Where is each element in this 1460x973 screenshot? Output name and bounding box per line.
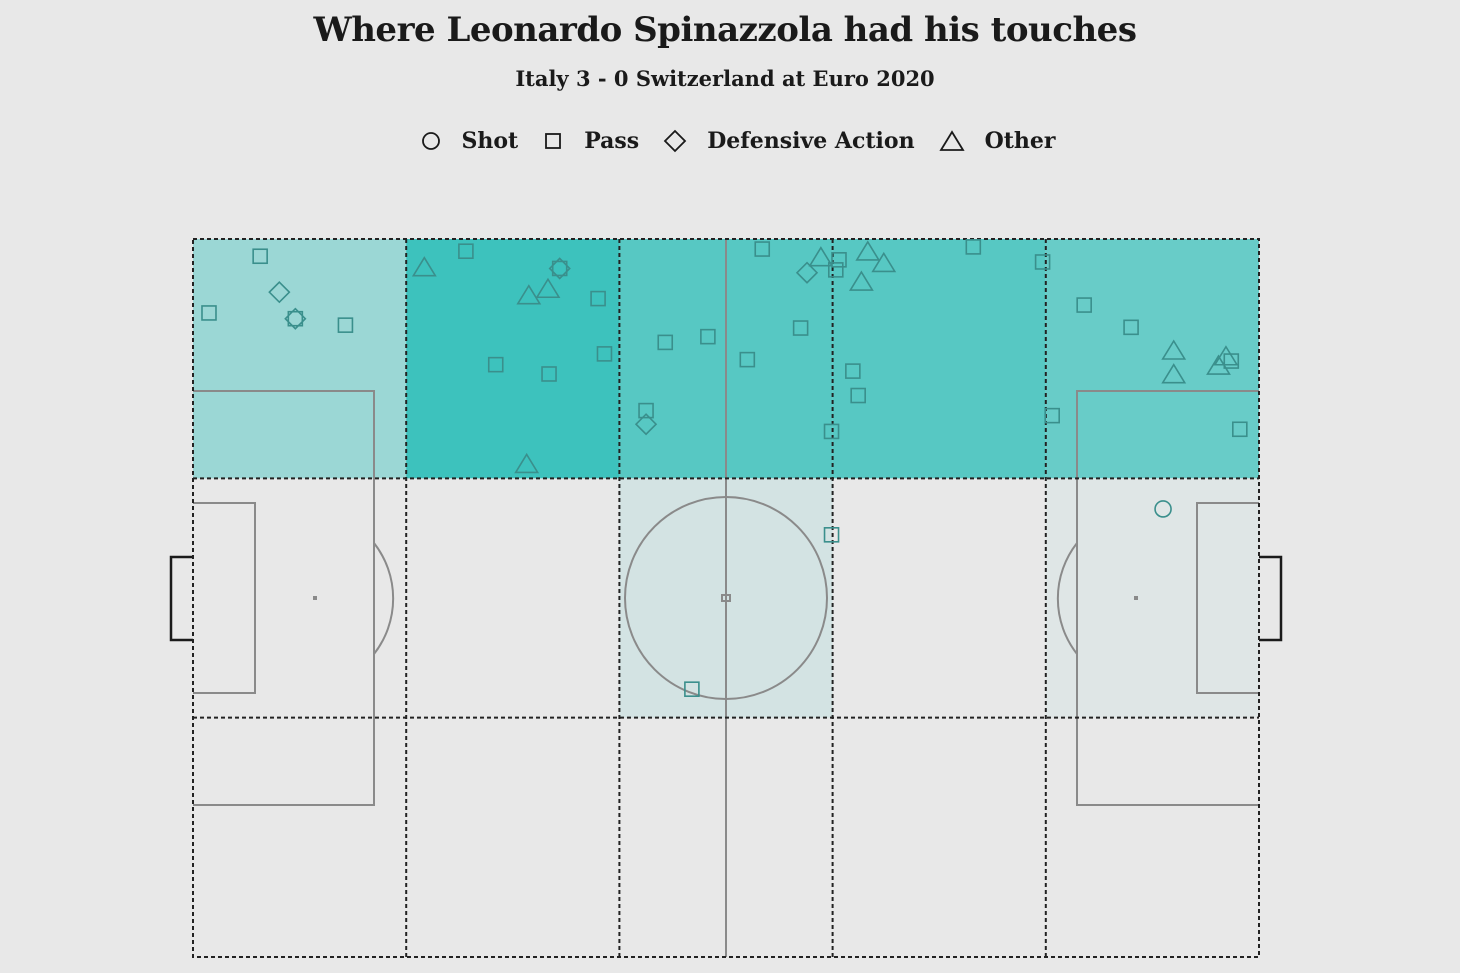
- zone-fill-1-0: [406, 239, 620, 479]
- touch-pass: [287, 310, 304, 327]
- touch-other: [411, 256, 437, 277]
- right-penalty-box: [1076, 390, 1259, 806]
- touch-pass: [850, 387, 866, 404]
- legend: Shot Pass Defensive Action Other: [0, 128, 1460, 154]
- left-six-yard-box: [193, 502, 256, 694]
- square-icon: [545, 133, 562, 149]
- touch-pass: [1123, 319, 1139, 336]
- touch-other: [516, 284, 542, 305]
- touch-pass: [827, 262, 844, 278]
- touch-defensive-action: [268, 281, 291, 304]
- circle-icon: [421, 132, 440, 150]
- touch-pass: [1232, 421, 1248, 438]
- touch-shot: [1154, 500, 1172, 518]
- touch-pass: [1076, 297, 1092, 313]
- touch-pass: [792, 320, 809, 336]
- legend-label-defensive-action: Defensive Action: [707, 128, 915, 154]
- touch-other: [855, 240, 881, 261]
- zone-fill-4-1: [1045, 478, 1259, 718]
- touch-pass: [458, 243, 474, 260]
- right-six-yard-box: [1196, 502, 1259, 694]
- touch-pass: [684, 681, 700, 697]
- legend-item-other: Other: [938, 128, 1056, 154]
- touch-other: [1206, 354, 1231, 375]
- touch-other: [1161, 339, 1187, 360]
- triangle-icon: [938, 130, 965, 151]
- legend-item-shot: Shot: [420, 128, 519, 154]
- legend-label-shot: Shot: [461, 128, 519, 154]
- touch-pass: [596, 346, 613, 362]
- touch-pass: [1034, 254, 1051, 270]
- touch-pass: [823, 423, 840, 440]
- left-goal: [169, 555, 193, 642]
- touch-pass: [590, 290, 606, 307]
- touch-pass: [541, 366, 557, 382]
- touch-pass: [845, 363, 861, 379]
- touch-pass: [337, 317, 354, 333]
- diamond-icon: [663, 129, 687, 153]
- touch-pass: [700, 328, 716, 345]
- legend-item-defensive-action: Defensive Action: [663, 128, 915, 154]
- right-penalty-arc: [1056, 542, 1078, 655]
- touch-other: [1161, 363, 1187, 384]
- touch-pass: [739, 351, 756, 368]
- touch-defensive-action: [634, 413, 658, 436]
- left-penalty-arc: [373, 542, 395, 655]
- touch-pass: [487, 356, 504, 373]
- touch-pass: [823, 527, 840, 543]
- touch-pass: [965, 239, 982, 255]
- zone-fill-0-0: [193, 239, 407, 479]
- touch-pass: [1044, 407, 1060, 424]
- touch-other: [535, 277, 561, 299]
- touch-other: [1213, 345, 1239, 366]
- zone-fill-4-0: [1045, 239, 1259, 479]
- touch-other: [871, 251, 897, 273]
- touch-pass: [754, 241, 771, 257]
- legend-item-pass: Pass: [542, 128, 639, 154]
- touch-other: [848, 270, 874, 291]
- right-goal: [1259, 555, 1283, 642]
- left-penalty-box: [193, 390, 375, 806]
- zone-fill-3-0: [832, 239, 1046, 479]
- chart-subtitle: Italy 3 - 0 Switzerland at Euro 2020: [515, 66, 935, 91]
- touch-pass: [831, 252, 847, 268]
- right-penalty-spot: [1134, 596, 1138, 600]
- touch-pass: [252, 248, 268, 265]
- touch-defensive-action: [795, 261, 819, 284]
- touch-pass: [551, 260, 568, 277]
- touch-pass: [201, 305, 217, 321]
- touch-pass: [657, 334, 674, 351]
- legend-label-pass: Pass: [584, 128, 640, 154]
- touch-pass: [638, 402, 654, 419]
- centre-spot: [721, 594, 731, 602]
- centre-circle: [624, 496, 828, 700]
- chart-title: Where Leonardo Spinazzola had his touche…: [313, 10, 1137, 50]
- touch-other: [514, 452, 540, 474]
- left-penalty-spot: [313, 596, 317, 600]
- touch-other: [808, 246, 834, 267]
- legend-label-other: Other: [984, 128, 1056, 154]
- pitch-outline: [192, 238, 1260, 958]
